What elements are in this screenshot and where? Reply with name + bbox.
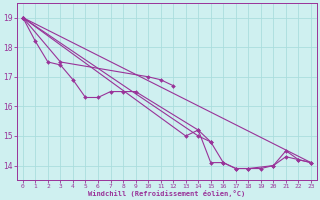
X-axis label: Windchill (Refroidissement éolien,°C): Windchill (Refroidissement éolien,°C) [88,190,245,197]
